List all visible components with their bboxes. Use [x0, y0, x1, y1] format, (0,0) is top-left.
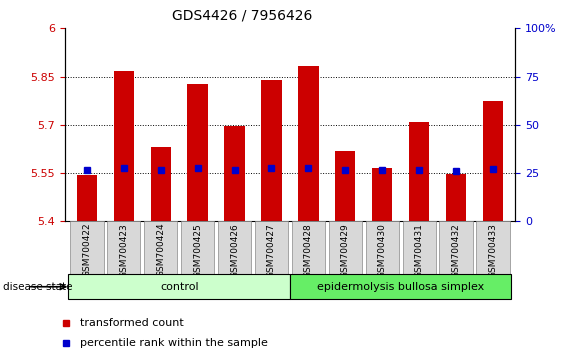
Text: GSM700430: GSM700430 [378, 223, 387, 278]
Text: GSM700425: GSM700425 [193, 223, 202, 278]
Bar [446, 174, 466, 221]
Text: GSM700424: GSM700424 [156, 223, 165, 278]
Text: GDS4426 / 7956426: GDS4426 / 7956426 [172, 9, 312, 23]
FancyBboxPatch shape [403, 221, 436, 274]
FancyBboxPatch shape [255, 221, 288, 274]
Text: epidermolysis bullosa simplex: epidermolysis bullosa simplex [317, 282, 484, 292]
Text: percentile rank within the sample: percentile rank within the sample [81, 338, 269, 348]
FancyBboxPatch shape [290, 274, 511, 299]
Text: transformed count: transformed count [81, 318, 184, 328]
FancyBboxPatch shape [144, 221, 177, 274]
Text: GSM700422: GSM700422 [82, 223, 91, 278]
Bar [335, 150, 355, 221]
Text: GSM700431: GSM700431 [415, 223, 424, 278]
FancyBboxPatch shape [292, 221, 325, 274]
FancyBboxPatch shape [107, 221, 140, 274]
Text: GSM700427: GSM700427 [267, 223, 276, 278]
Text: GSM700433: GSM700433 [489, 223, 498, 278]
FancyBboxPatch shape [365, 221, 399, 274]
Bar [409, 121, 430, 221]
Text: disease state: disease state [3, 282, 72, 292]
Bar [483, 101, 503, 221]
Bar [372, 168, 392, 221]
Bar [77, 175, 97, 221]
FancyBboxPatch shape [440, 221, 473, 274]
FancyBboxPatch shape [218, 221, 251, 274]
Bar [187, 84, 208, 221]
Bar [114, 71, 134, 221]
FancyBboxPatch shape [476, 221, 510, 274]
Text: GSM700428: GSM700428 [304, 223, 313, 278]
FancyBboxPatch shape [329, 221, 362, 274]
Text: GSM700423: GSM700423 [119, 223, 128, 278]
Text: GSM700432: GSM700432 [452, 223, 461, 278]
Text: control: control [160, 282, 199, 292]
FancyBboxPatch shape [69, 274, 290, 299]
Text: GSM700429: GSM700429 [341, 223, 350, 278]
FancyBboxPatch shape [181, 221, 215, 274]
Text: GSM700426: GSM700426 [230, 223, 239, 278]
Bar [261, 80, 282, 221]
Bar [225, 126, 245, 221]
Bar [150, 147, 171, 221]
FancyBboxPatch shape [70, 221, 104, 274]
Bar [298, 66, 319, 221]
